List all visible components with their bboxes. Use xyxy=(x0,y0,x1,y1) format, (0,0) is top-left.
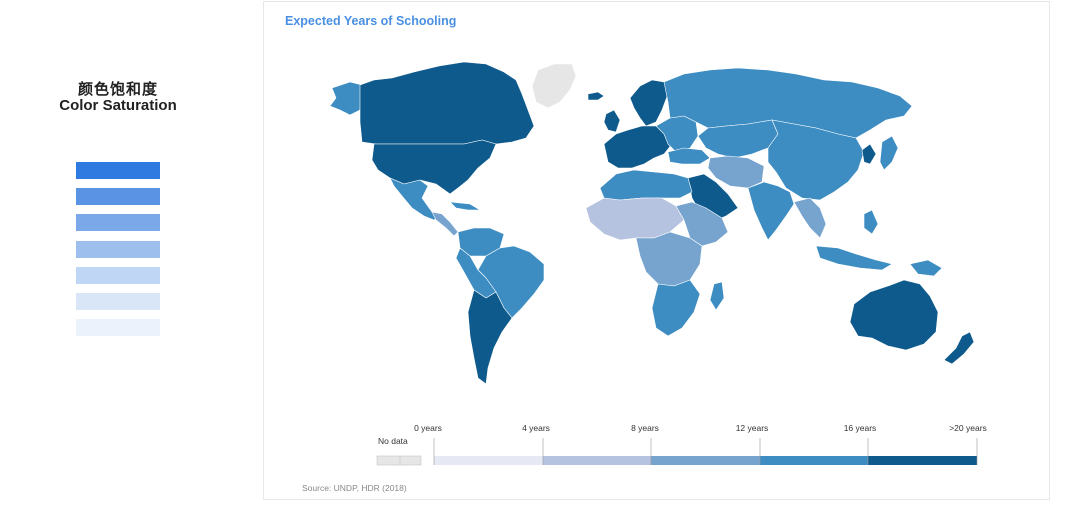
legend-tick-1: 4 years xyxy=(522,423,550,433)
saturation-swatch-5 xyxy=(76,267,160,284)
legend-tick-5: >20 years xyxy=(949,423,987,433)
region-north-africa[interactable] xyxy=(599,169,693,201)
region-united-kingdom[interactable] xyxy=(603,109,621,133)
legend-tick-3: 12 years xyxy=(736,423,769,433)
region-iceland[interactable] xyxy=(587,91,605,101)
region-indonesia[interactable] xyxy=(815,245,893,271)
region-japan[interactable] xyxy=(879,135,899,171)
region-mexico[interactable] xyxy=(389,177,441,221)
saturation-swatch-7 xyxy=(76,319,160,336)
legend-tick-0: 0 years xyxy=(414,423,442,433)
region-central-america[interactable] xyxy=(431,211,459,237)
region-united-states[interactable] xyxy=(371,139,497,195)
region-iran-afghanistan[interactable] xyxy=(707,155,765,189)
region-argentina-chile[interactable] xyxy=(467,289,513,385)
legend-no-data-swatch xyxy=(376,455,422,466)
region-caribbean[interactable] xyxy=(449,201,481,211)
legend-bin-4-8 xyxy=(543,456,651,465)
region-west-africa[interactable] xyxy=(585,197,685,241)
panel-title-english: Color Saturation xyxy=(59,97,177,114)
region-india[interactable] xyxy=(747,181,795,241)
region-central-africa[interactable] xyxy=(635,231,703,287)
region-horn-of-africa[interactable] xyxy=(675,201,729,247)
region-turkey[interactable] xyxy=(667,147,711,165)
region-greenland[interactable] xyxy=(531,63,577,109)
legend-bin-12-16 xyxy=(760,456,868,465)
legend-bin-0-4 xyxy=(434,456,543,465)
legend-tick-2: 8 years xyxy=(631,423,659,433)
region-philippines[interactable] xyxy=(863,209,879,235)
panel-title-chinese: 颜色饱和度 xyxy=(77,80,158,98)
region-australia[interactable] xyxy=(849,279,939,351)
region-russia[interactable] xyxy=(663,67,913,139)
region-southern-africa[interactable] xyxy=(651,279,701,337)
map-title: Expected Years of Schooling xyxy=(285,14,457,28)
color-saturation-panel: 颜色饱和度 Color Saturation xyxy=(0,0,240,518)
source-note: Source: UNDP, HDR (2018) xyxy=(302,483,407,493)
map-card: Expected Years of Schooling xyxy=(263,1,1050,500)
region-korea-japan[interactable] xyxy=(861,143,877,165)
region-china[interactable] xyxy=(767,119,865,201)
region-canada[interactable] xyxy=(359,61,535,145)
region-western-europe[interactable] xyxy=(603,125,673,169)
legend: No data 0 years 4 years 8 xyxy=(376,423,987,466)
saturation-swatch-1 xyxy=(76,162,160,179)
legend-bin-16-20 xyxy=(868,456,977,465)
saturation-swatch-4 xyxy=(76,241,160,258)
region-madagascar[interactable] xyxy=(709,281,725,311)
world-map: No data 0 years 4 years 8 xyxy=(329,61,987,466)
legend-no-data-label: No data xyxy=(378,436,408,446)
saturation-swatch-2 xyxy=(76,188,160,205)
legend-tick-4: 16 years xyxy=(844,423,877,433)
legend-bin-8-12 xyxy=(651,456,760,465)
region-scandinavia[interactable] xyxy=(629,79,669,127)
saturation-swatch-6 xyxy=(76,293,160,310)
region-southeast-asia[interactable] xyxy=(793,197,827,239)
region-alaska[interactable] xyxy=(329,81,363,116)
saturation-swatch-3 xyxy=(76,214,160,231)
region-papua[interactable] xyxy=(909,259,943,277)
region-new-zealand[interactable] xyxy=(943,331,975,365)
